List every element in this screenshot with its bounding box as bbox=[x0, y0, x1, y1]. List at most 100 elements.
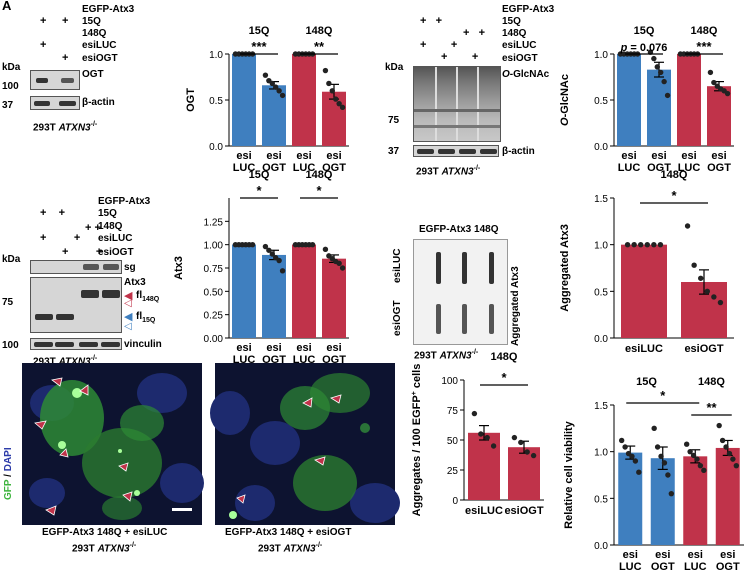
oglcnac-data-point bbox=[658, 69, 664, 76]
ogt-data-point bbox=[329, 88, 335, 94]
atx3-x-tick-label: esi bbox=[266, 342, 281, 354]
oglcnac-x-tick-label: LUC bbox=[678, 162, 701, 174]
ylabel-sup: + bbox=[411, 391, 418, 395]
band-label-oglcnac: O-GlcNAc bbox=[502, 69, 550, 80]
ogt-x-tick-label: OGT bbox=[322, 162, 346, 174]
row-label-15q: 15Q bbox=[502, 16, 521, 27]
row-label-egfp-atx3: EGFP-Atx3 bbox=[82, 4, 135, 15]
atx3-bar bbox=[322, 258, 346, 338]
oglcnac-data-point bbox=[724, 90, 731, 97]
sig-p: p bbox=[620, 42, 628, 54]
actin-blot-strip bbox=[413, 145, 499, 157]
atx3-tick-label: 1.25 bbox=[204, 217, 224, 228]
oglcnac-tick-label: 0.0 bbox=[594, 142, 608, 153]
aggregates-sig-label: * bbox=[501, 370, 507, 385]
viability-data-point bbox=[668, 490, 675, 497]
viability-data-point bbox=[661, 460, 668, 466]
atx3-bar bbox=[292, 244, 316, 338]
oglcnac-bar bbox=[617, 54, 641, 146]
aggregated-title: 148Q bbox=[661, 169, 688, 181]
vinculin-blot-strip bbox=[30, 338, 122, 350]
viability-data-point bbox=[665, 472, 671, 478]
atx3-group-label: 148Q bbox=[306, 169, 333, 181]
band-label-actin: β-actin bbox=[82, 97, 115, 108]
viability-y-label: Relative cell viability bbox=[563, 420, 575, 528]
viability-bar bbox=[715, 447, 740, 545]
ylabel-main: Relative cell viability bbox=[563, 420, 575, 528]
atx3-group-label: 15Q bbox=[249, 169, 270, 181]
band-label-atx3: Atx3 bbox=[124, 277, 146, 288]
cell-line-label: 293T ATXN3-/- bbox=[414, 349, 479, 362]
sg-blot-strip bbox=[30, 260, 122, 274]
aggregated-data-point bbox=[644, 241, 650, 248]
atx3-bar bbox=[262, 254, 286, 338]
aggregated-data-point bbox=[631, 241, 637, 248]
kda-label: kDa bbox=[2, 62, 21, 73]
row-label-15q: 15Q bbox=[98, 208, 117, 219]
ylabel-rest: -GlcNAc bbox=[559, 74, 571, 117]
viability-tick-label: 0.0 bbox=[594, 541, 608, 552]
aggregated-bar bbox=[621, 244, 667, 338]
viability-data-point bbox=[636, 469, 642, 475]
oglcnac-x-tick-label: esi bbox=[711, 150, 726, 162]
atx3-data-point bbox=[262, 243, 269, 250]
cell-line-label: 293T ATXN3-/- bbox=[33, 121, 98, 134]
ogt-x-tick-label: esi bbox=[296, 150, 311, 162]
ylabel-main: Aggregated Atx3 bbox=[559, 224, 571, 312]
atx3-data-point bbox=[279, 268, 286, 274]
band-label-actin: β-actin bbox=[502, 146, 535, 157]
viability-bar bbox=[650, 458, 675, 545]
mw-37: 37 bbox=[388, 146, 400, 157]
viability-data-point bbox=[697, 462, 704, 469]
row-label-esiogt: esiOGT bbox=[98, 247, 134, 258]
aggregated-x-tick-label: esiOGT bbox=[684, 343, 723, 355]
oglcnac-x-tick-label: esi bbox=[621, 150, 636, 162]
aggregated-data-point bbox=[691, 262, 697, 268]
ogt-x-tick-label: LUC bbox=[293, 162, 316, 174]
ylabel-main: Atx3 bbox=[173, 256, 185, 280]
atx3-tick-label: 0.50 bbox=[204, 287, 224, 298]
aggregates-data-point bbox=[490, 443, 497, 449]
ogt-data-point bbox=[276, 88, 282, 94]
viability-x-tick-label: OGT bbox=[716, 561, 740, 573]
band-label-ogt: OGT bbox=[82, 69, 104, 80]
actin-blot-strip bbox=[30, 96, 80, 110]
oglcnac-sig-label: p = 0.076 bbox=[620, 42, 668, 54]
micrograph-esiogt bbox=[210, 363, 400, 525]
atx3-tick-label: 1.00 bbox=[204, 241, 224, 252]
aggregates-data-point bbox=[471, 410, 478, 417]
plus-marks: + + bbox=[85, 222, 101, 234]
viability-data-point bbox=[701, 467, 707, 474]
oglcnac-data-point bbox=[654, 64, 660, 70]
red-outline-arrow-icon: ◁ bbox=[124, 298, 132, 309]
aggregates-data-point bbox=[530, 452, 537, 459]
oglcnac-bar bbox=[677, 54, 701, 146]
label-fl15q: fl15Q bbox=[136, 311, 156, 324]
atx3-x-tick-label: OGT bbox=[322, 354, 346, 366]
ogt-data-point bbox=[262, 72, 269, 78]
aggregates-tick-label: 75 bbox=[447, 406, 459, 417]
row-label-148q: 148Q bbox=[82, 28, 107, 39]
ogt-group-label: 15Q bbox=[249, 25, 270, 37]
red-arrow-icon: ◀ bbox=[124, 290, 133, 302]
plus-marks: + + bbox=[62, 246, 103, 258]
aggregates-tick-label: 0 bbox=[452, 496, 458, 507]
aggregates-x-tick-label: esiLUC bbox=[465, 505, 503, 517]
ylabel-italic: O bbox=[559, 117, 571, 126]
ogt-x-tick-label: LUC bbox=[233, 162, 256, 174]
mw-75: 75 bbox=[388, 115, 400, 126]
aggregated-tick-label: 0.0 bbox=[594, 334, 608, 345]
viability-data-point bbox=[716, 422, 722, 429]
atx3-sig-label: * bbox=[316, 183, 322, 198]
viability-x-tick-label: LUC bbox=[619, 561, 642, 573]
ogt-x-tick-label: OGT bbox=[262, 162, 286, 174]
viability-sig-label: ** bbox=[706, 400, 717, 415]
oglcnac-data-point bbox=[707, 69, 714, 76]
mw-100: 100 bbox=[2, 340, 19, 351]
atx3-data-point bbox=[336, 260, 342, 267]
cell-line-label: 293T ATXN3-/- bbox=[33, 355, 98, 368]
band-label-vinculin: vinculin bbox=[124, 339, 162, 350]
aggregated-data-point bbox=[651, 241, 657, 248]
ylabel-main: Aggregates / 100 EGFP bbox=[411, 395, 423, 516]
oglcnac-tick-label: 1.0 bbox=[594, 50, 608, 61]
